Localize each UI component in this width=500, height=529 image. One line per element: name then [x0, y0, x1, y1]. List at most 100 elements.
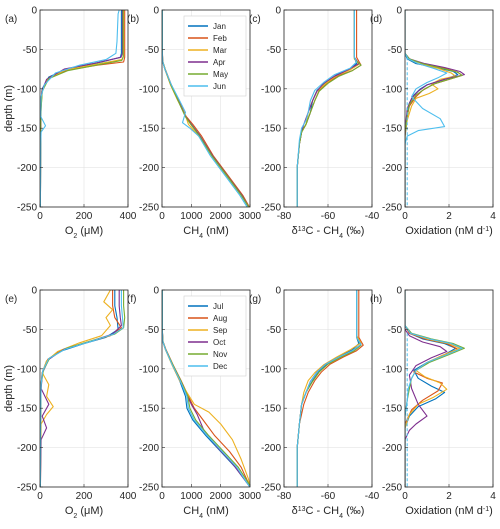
- series-line-mar: [405, 10, 457, 207]
- y-tick-label: -100: [261, 84, 281, 95]
- series-line-jan: [40, 10, 122, 207]
- x-tick-label: 0: [402, 491, 408, 502]
- x-axis-label: O2 (μM): [65, 505, 103, 520]
- x-axis-label: O2 (μM): [65, 225, 103, 240]
- series-line-aug: [405, 290, 459, 487]
- x-axis-label: CH4 (nM): [183, 505, 228, 520]
- x-tick-label: -80: [277, 211, 292, 222]
- y-tick-label: -150: [139, 404, 159, 415]
- panel-label: (e): [5, 294, 17, 305]
- series-line-may: [405, 10, 463, 207]
- panel-b: 0 1000 2000 3000 0 -50 -100 -150 -200 -250 (b) CH4 …: [127, 6, 262, 240]
- y-tick-label: 0: [275, 6, 281, 17]
- axes-frame: [161, 289, 251, 488]
- series-line-sep: [296, 290, 362, 487]
- legend-label: Jan: [213, 22, 226, 31]
- x-tick-label: 2000: [210, 491, 233, 502]
- panel-e: 0 200 400 0 -50 -100 -150 -200 -250 (e) O2 (μM) dep…: [3, 286, 137, 520]
- y-tick-label: -250: [139, 203, 159, 214]
- x-axis-label: CH4 (nM): [183, 225, 228, 240]
- series-line-aug: [40, 290, 122, 487]
- y-tick-label: -200: [382, 163, 402, 174]
- y-tick-label: -200: [139, 443, 159, 454]
- axes-frame: [161, 9, 251, 208]
- y-tick-label: -50: [145, 325, 160, 336]
- panel-label: (b): [127, 14, 139, 25]
- x-tick-label: 1000: [180, 211, 203, 222]
- x-tick-label: 0: [159, 491, 165, 502]
- series-line-jun: [405, 10, 448, 207]
- legend-label: Sep: [213, 326, 228, 335]
- panel-c: -80 -60 -40 0 -50 -100 -150 -200 -250 (c) δ13C - C…: [249, 6, 380, 240]
- series-line-jan: [296, 10, 358, 207]
- legend: Jul Aug Sep Oct Nov Dec: [183, 295, 247, 377]
- x-tick-label: 400: [120, 491, 137, 502]
- y-tick-label: -200: [139, 163, 159, 174]
- y-tick-label: -50: [23, 45, 38, 56]
- y-tick-label: 0: [396, 286, 402, 297]
- x-tick-label: 4: [490, 211, 496, 222]
- x-axis-label: δ13C - CH4 (‰): [292, 505, 365, 520]
- panel-label: (c): [249, 14, 261, 25]
- series-line-dec: [162, 290, 250, 487]
- y-tick-label: -150: [261, 124, 281, 135]
- panel-h: 0 2 4 0 -50 -100 -150 -200 -250 (h) Oxidation (nM …: [370, 286, 496, 518]
- y-tick-label: -250: [382, 203, 402, 214]
- series-line-apr: [40, 10, 124, 207]
- series-line-oct: [405, 290, 448, 487]
- y-tick-label: -150: [17, 404, 37, 415]
- series-line-dec: [405, 290, 463, 487]
- x-tick-label: 2000: [210, 211, 233, 222]
- y-tick-label: -200: [17, 443, 37, 454]
- y-tick-label: -150: [382, 124, 402, 135]
- y-tick-label: -150: [139, 124, 159, 135]
- x-tick-label: 0: [37, 211, 43, 222]
- x-tick-label: 4: [490, 491, 496, 502]
- legend-label: Nov: [213, 350, 227, 359]
- y-tick-label: -200: [382, 443, 402, 454]
- series-line-dec: [296, 290, 362, 487]
- panel-d: 0 2 4 0 -50 -100 -150 -200 -250 (d) Oxidation (nM …: [370, 6, 496, 238]
- series-line-dec: [40, 290, 124, 487]
- x-tick-label: -40: [365, 211, 380, 222]
- legend-label: Aug: [213, 314, 227, 323]
- x-tick-label: 2: [446, 491, 452, 502]
- series-group: [162, 10, 250, 207]
- legend-label: Jun: [213, 82, 226, 91]
- legend: Jan Feb Mar Apr May Jun: [183, 15, 247, 97]
- series-line-feb: [405, 10, 463, 207]
- x-tick-label: 1000: [180, 491, 203, 502]
- y-axis-label: depth (m): [3, 85, 15, 132]
- y-tick-label: 0: [153, 6, 159, 17]
- series-group: [405, 10, 465, 207]
- y-tick-label: -250: [17, 483, 37, 494]
- legend-label: Dec: [213, 362, 227, 371]
- y-tick-label: -150: [382, 404, 402, 415]
- series-line-jul: [40, 290, 119, 487]
- x-tick-label: 2: [446, 211, 452, 222]
- y-tick-label: 0: [153, 286, 159, 297]
- y-tick-label: -200: [17, 163, 37, 174]
- panel-label: (g): [249, 294, 261, 305]
- panel-label: (d): [370, 14, 382, 25]
- y-tick-label: -100: [382, 84, 402, 95]
- series-line-nov: [296, 290, 362, 487]
- x-axis-label: δ13C - CH4 (‰): [292, 225, 365, 240]
- legend-label: Mar: [213, 46, 227, 55]
- x-tick-label: 200: [76, 211, 93, 222]
- y-tick-label: -200: [261, 163, 281, 174]
- legend-label: May: [213, 70, 228, 79]
- y-tick-label: -150: [261, 404, 281, 415]
- y-tick-label: 0: [396, 6, 402, 17]
- series-line-oct: [40, 290, 122, 487]
- x-tick-label: -80: [277, 491, 292, 502]
- y-tick-label: -100: [382, 364, 402, 375]
- series-group: [162, 290, 250, 487]
- panel-label: (a): [5, 14, 17, 25]
- y-tick-label: -150: [17, 124, 37, 135]
- series-group: [296, 10, 362, 207]
- series-group: [40, 290, 126, 487]
- series-line-may: [296, 10, 362, 207]
